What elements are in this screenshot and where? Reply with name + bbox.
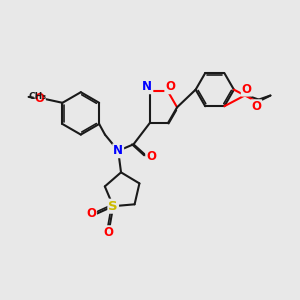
- Text: O: O: [251, 100, 261, 113]
- Text: O: O: [165, 80, 175, 93]
- Text: O: O: [35, 92, 45, 105]
- Text: CH₃: CH₃: [28, 92, 47, 101]
- Text: N: N: [142, 80, 152, 93]
- Text: O: O: [146, 151, 156, 164]
- Text: O: O: [242, 82, 252, 96]
- Text: N: N: [113, 144, 123, 157]
- Text: O: O: [103, 226, 113, 239]
- Text: S: S: [108, 200, 118, 213]
- Text: O: O: [86, 207, 96, 220]
